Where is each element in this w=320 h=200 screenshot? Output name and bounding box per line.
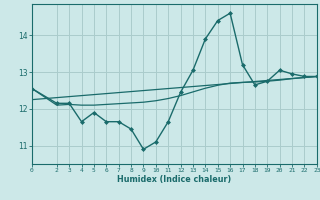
X-axis label: Humidex (Indice chaleur): Humidex (Indice chaleur)	[117, 175, 232, 184]
